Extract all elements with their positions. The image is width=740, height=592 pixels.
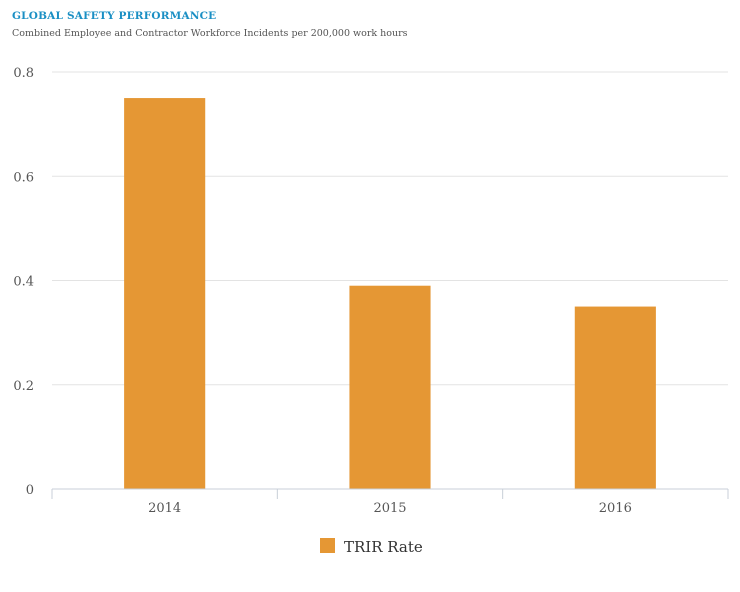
chart-title: GLOBAL SAFETY PERFORMANCE	[12, 10, 217, 22]
legend[interactable]: TRIR Rate	[320, 538, 423, 556]
y-tick-label: 0.4	[13, 275, 34, 290]
y-tick-label: 0.2	[13, 379, 34, 394]
y-tick-label: 0.8	[13, 66, 34, 81]
bar-series	[124, 98, 656, 489]
x-axis: 2014 2015 2016	[51, 488, 729, 516]
y-tick-label: 0	[26, 483, 34, 498]
y-tick-label: 0.6	[13, 170, 34, 185]
legend-swatch[interactable]	[320, 538, 335, 553]
bar[interactable]	[574, 306, 656, 489]
x-tick-label: 2015	[373, 501, 406, 516]
x-tick-label: 2016	[599, 501, 632, 516]
chart-subtitle: Combined Employee and Contractor Workfor…	[12, 28, 408, 39]
bar[interactable]	[349, 285, 431, 489]
y-axis-ticks: 0 0.2 0.4 0.6 0.8	[13, 66, 34, 498]
x-tick-label: 2014	[148, 501, 181, 516]
bar[interactable]	[124, 98, 206, 489]
legend-label[interactable]: TRIR Rate	[344, 538, 423, 556]
